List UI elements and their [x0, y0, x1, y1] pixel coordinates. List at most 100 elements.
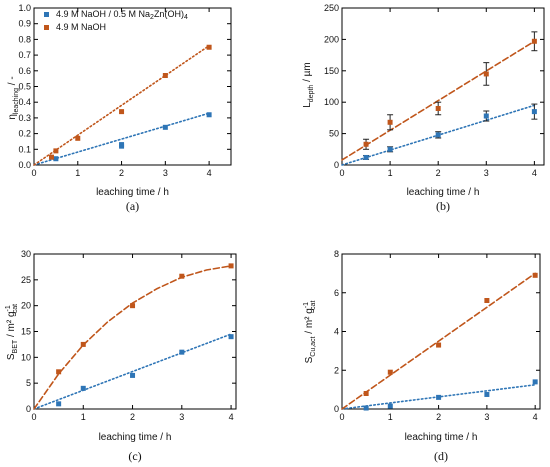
x-axis-label: leaching time / h [99, 432, 172, 443]
y-tick-label: 0.1 [18, 144, 31, 154]
fit-line [33, 333, 232, 410]
data-point [53, 148, 59, 154]
y-axis-label: SBET / m² g-1cat [5, 304, 19, 360]
data-point [387, 403, 393, 409]
y-tick-label: 6 [334, 288, 339, 298]
data-point [228, 334, 234, 340]
x-axis-label: leaching time / h [407, 187, 480, 198]
y-tick-label: 0.3 [18, 113, 31, 123]
y-tick-label: 1.0 [18, 3, 31, 13]
panel-label: (d) [434, 449, 448, 463]
data-point [484, 298, 490, 303]
data-point [483, 113, 489, 119]
series-blue [341, 103, 538, 166]
panel-label: (a) [126, 199, 139, 213]
data-point [130, 372, 136, 378]
series-blue [33, 333, 234, 410]
y-tick-label: 0 [26, 404, 31, 414]
data-point [206, 44, 212, 50]
data-point [228, 263, 234, 269]
data-point [162, 73, 168, 79]
y-tick-label: 10 [21, 352, 31, 362]
data-point [436, 342, 442, 348]
chart-panel-2: 0 1 2 3 4 0 50 100 150 200 250 leaching time / h Lde… [302, 3, 545, 213]
x-tick-label: 2 [436, 168, 441, 178]
x-axis-label: leaching time / h [96, 187, 169, 198]
y-axis-label: ηleaching / - [7, 76, 20, 119]
data-point [531, 109, 537, 115]
data-point [75, 135, 81, 141]
data-point [119, 109, 125, 115]
fit-line [33, 265, 232, 410]
data-point [80, 341, 86, 347]
data-point [53, 156, 59, 162]
x-tick-label: 4 [207, 168, 212, 178]
data-point [206, 112, 212, 118]
y-tick-label: 50 [329, 129, 339, 139]
y-tick-label: 2 [334, 365, 339, 375]
y-tick-label: 0 [334, 404, 339, 414]
y-tick-label: 200 [324, 34, 339, 44]
y-tick-label: 150 [324, 66, 339, 76]
fit-line [341, 40, 536, 161]
data-point [119, 142, 125, 148]
x-tick-label: 3 [484, 412, 489, 422]
series-blue [341, 379, 538, 411]
y-axis-label: SCu,act / m² g-1cat [303, 301, 317, 364]
fit-line [33, 44, 210, 166]
x-tick-label: 2 [436, 412, 441, 422]
chart-panel-1: 0 1 2 3 4 0.0 0.1 0.2 0.3 0.4 0.5 0.6 0.7 0.8 0.9 1.0 le… [7, 3, 232, 213]
x-tick-label: 1 [388, 168, 393, 178]
data-point [363, 405, 369, 411]
series-orange [33, 44, 212, 166]
series-orange [341, 31, 538, 161]
y-tick-label: 30 [21, 249, 31, 259]
legend-label: 4.9 M NaOH [56, 22, 106, 32]
series-orange [33, 263, 234, 410]
x-tick-label: 1 [81, 412, 86, 422]
x-tick-label: 0 [339, 168, 344, 178]
legend-marker [44, 12, 49, 17]
y-tick-label: 0.7 [18, 50, 31, 60]
data-point [363, 154, 369, 160]
y-tick-label: 0.4 [18, 97, 31, 107]
data-point [179, 273, 185, 279]
x-tick-label: 4 [229, 412, 234, 422]
x-tick-label: 0 [31, 412, 36, 422]
data-point [483, 71, 489, 77]
data-point [56, 369, 62, 375]
y-tick-label: 20 [21, 301, 31, 311]
plot-frame [341, 253, 541, 410]
data-point [130, 303, 136, 309]
data-point [387, 119, 393, 125]
x-tick-label: 2 [130, 412, 135, 422]
y-tick-label: 0.8 [18, 34, 31, 44]
y-axis-label: Ldepth / µm [302, 62, 315, 108]
data-point [484, 391, 490, 397]
y-tick-label: 0.9 [18, 19, 31, 29]
data-point [532, 272, 538, 278]
legend: 4.9 M NaOH / 0.5 M Na2Zn(OH)44.9 M NaOH [44, 9, 188, 32]
y-tick-label: 8 [334, 249, 339, 259]
x-tick-label: 1 [388, 412, 393, 422]
fit-line [341, 272, 536, 410]
legend-marker [44, 25, 49, 30]
y-tick-label: 0.6 [18, 66, 31, 76]
x-tick-label: 1 [75, 168, 80, 178]
data-point [436, 394, 442, 400]
y-tick-label: 0 [334, 160, 339, 170]
fit-line [33, 112, 210, 166]
x-tick-label: 2 [119, 168, 124, 178]
chart-panel-3: 0 1 2 3 4 0 5 10 15 20 25 30 leaching time / h SBET /… [5, 249, 237, 463]
data-point [363, 141, 369, 147]
data-point [532, 379, 538, 385]
data-point [49, 154, 55, 160]
data-point [435, 132, 441, 138]
y-tick-label: 250 [324, 3, 339, 13]
series-blue [33, 112, 212, 166]
panel-label: (b) [436, 199, 450, 213]
y-tick-label: 25 [21, 275, 31, 285]
data-point [363, 391, 369, 396]
x-tick-label: 4 [532, 168, 537, 178]
plot-frame [33, 253, 237, 410]
